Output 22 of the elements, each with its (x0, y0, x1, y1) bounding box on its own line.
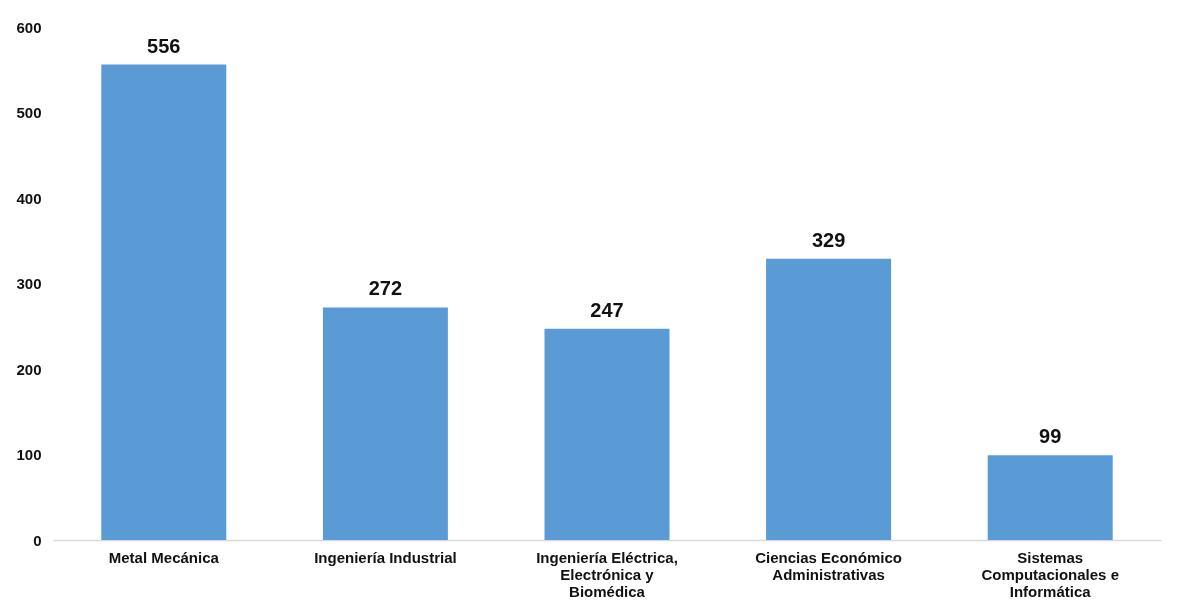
y-tick-label: 500 (16, 104, 42, 121)
x-tick-label: Ingeniería Industrial (314, 548, 457, 566)
y-tick-label: 300 (16, 275, 42, 292)
y-tick-label: 200 (16, 360, 42, 378)
bar (322, 307, 448, 540)
y-tick-label: 400 (16, 189, 42, 207)
x-tick-label: Ciencias Económico Administrativas (755, 548, 902, 583)
y-tick-label: 0 (33, 531, 42, 549)
bar (766, 258, 892, 540)
y-tick-label: 100 (16, 446, 42, 463)
data-label: 99 (1039, 425, 1062, 448)
x-tick-label: Ingeniería Eléctrica, Electrónica y Biomédica (536, 548, 678, 600)
data-label: 247 (590, 298, 624, 321)
x-tick-label: Metal Mecánica (108, 548, 220, 566)
y-tick-label: 600 (16, 18, 42, 36)
bar (987, 455, 1113, 540)
x-tick-label: Sistemas Computacionales e Informática (981, 548, 1119, 600)
data-label: 329 (811, 228, 846, 251)
data-label: 272 (368, 277, 403, 300)
data-label: 556 (147, 34, 181, 57)
bar (101, 64, 227, 540)
bar (544, 328, 670, 540)
